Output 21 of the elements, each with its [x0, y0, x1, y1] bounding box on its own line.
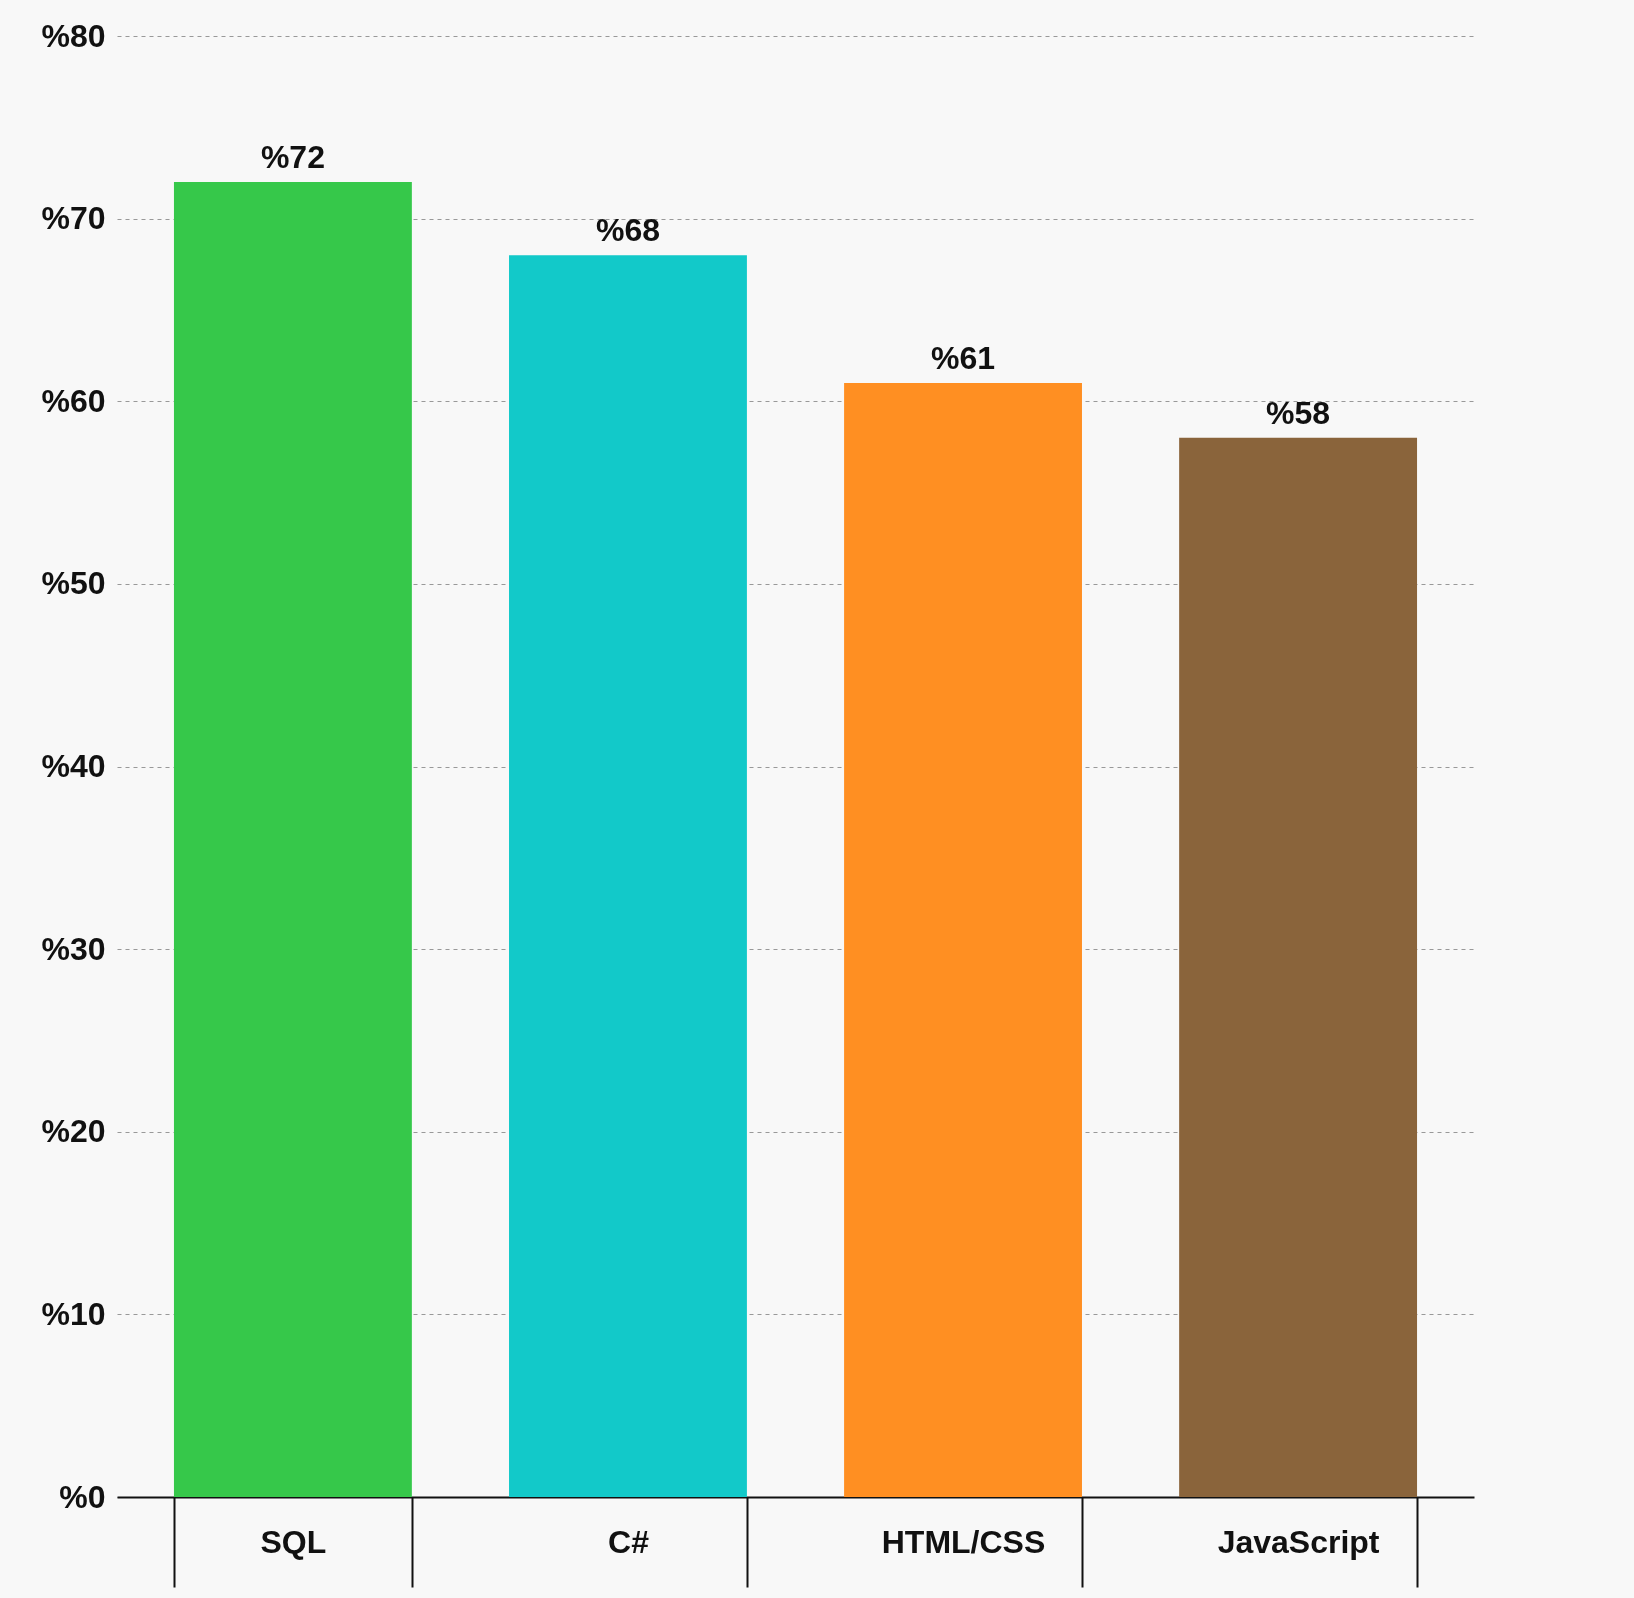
- y-tick-label: %70: [41, 200, 106, 237]
- data-label: %68: [595, 212, 660, 249]
- y-tick-label: %60: [41, 382, 106, 419]
- bar: [173, 182, 412, 1497]
- x-tick-label: C#: [608, 1523, 650, 1560]
- y-tick-label: %80: [41, 17, 106, 54]
- data-label: %58: [1266, 394, 1331, 431]
- y-tick-label: %10: [41, 1295, 106, 1332]
- y-tick-label: %50: [41, 565, 106, 602]
- bar: [1179, 437, 1418, 1497]
- x-tick-label: JavaScript: [1217, 1523, 1380, 1560]
- data-label: %72: [260, 139, 325, 176]
- y-tick-label: %30: [41, 930, 106, 967]
- x-tick-label: SQL: [260, 1523, 327, 1560]
- y-tick-label: %0: [59, 1478, 106, 1515]
- data-label: %61: [931, 339, 996, 376]
- bar: [844, 382, 1082, 1497]
- y-tick-label: %40: [41, 748, 106, 784]
- bar: [509, 255, 747, 1497]
- y-tick-label: %20: [41, 1113, 106, 1150]
- x-tick-label: HTML/CSS: [881, 1523, 1046, 1560]
